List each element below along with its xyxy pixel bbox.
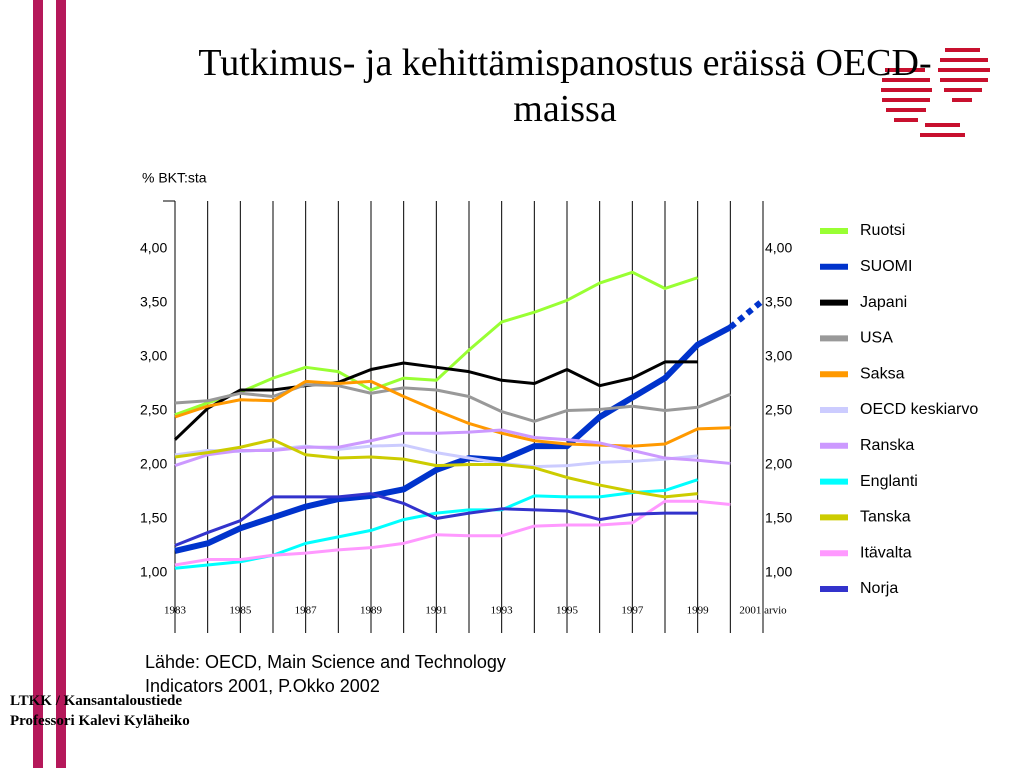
x-tick-label: 1991 <box>425 605 447 617</box>
x-tick-label: 1987 <box>295 605 318 617</box>
line <box>174 499 731 567</box>
y2-tick-label: 2,50 <box>765 402 792 418</box>
y-tick-label: 1,00 <box>140 564 167 580</box>
legend-label: Japani <box>860 294 907 311</box>
x-tick-label: 2001 arvio <box>739 605 787 617</box>
logo <box>881 48 990 137</box>
x-tick-label: 1993 <box>491 605 514 617</box>
x-tick-label: 1997 <box>621 605 644 617</box>
legend-label: Ruotsi <box>860 222 905 239</box>
x-tick-label: 1999 <box>687 605 710 617</box>
source: Lähde: OECD, Main Science and Technology… <box>145 652 506 696</box>
legend-label: Ranska <box>860 437 914 454</box>
legend-label: SUOMI <box>860 258 912 275</box>
y-tick-label: 3,00 <box>140 348 167 364</box>
y2-tick-label: 3,00 <box>765 348 792 364</box>
legend-label: Saksa <box>860 365 905 382</box>
line <box>174 270 699 417</box>
y-tick-label: 4,00 <box>140 240 167 256</box>
footer-line: LTKK / Kansantaloustiede <box>10 693 182 709</box>
x-tick-label: 1989 <box>360 605 383 617</box>
y-tick-label: 2,50 <box>140 402 167 418</box>
legend-label: Tanska <box>860 509 911 526</box>
x-tick-label: 1983 <box>164 605 187 617</box>
y-tick-label: 2,00 <box>140 456 167 472</box>
legend-label: OECD keskiarvo <box>860 401 978 418</box>
x-tick-label: 1985 <box>229 605 252 617</box>
footer-line: Professori Kalevi Kyläheiko <box>10 713 190 729</box>
line <box>174 383 731 423</box>
legend-label: Englanti <box>860 473 918 490</box>
legend-label: USA <box>860 330 893 347</box>
x-tick-label: 1995 <box>556 605 579 617</box>
line <box>174 428 731 468</box>
title: Tutkimus- ja kehittämispanostus eräissä … <box>198 42 932 130</box>
line <box>173 360 698 441</box>
line <box>174 324 732 554</box>
y2-tick-label: 3,50 <box>765 294 792 310</box>
decor-bar <box>56 0 66 768</box>
line <box>174 492 698 547</box>
footer: LTKK / Kansantaloustiede Professori Kale… <box>10 691 190 731</box>
y2-tick-label: 1,50 <box>765 510 792 526</box>
line <box>174 438 698 499</box>
y2-tick-label: 2,00 <box>765 456 792 472</box>
line <box>174 379 731 448</box>
line-estimate <box>728 298 765 330</box>
y-tick-label: 3,50 <box>140 294 167 310</box>
legend-label: Itävalta <box>860 544 912 561</box>
y2-tick-label: 4,00 <box>765 240 792 256</box>
y-axis-label: % BKT:sta <box>142 170 207 186</box>
y-tick-label: 1,50 <box>140 510 167 526</box>
legend-label: Norja <box>860 580 898 597</box>
decor-bar <box>33 0 43 768</box>
y2-tick-label: 1,00 <box>765 564 792 580</box>
